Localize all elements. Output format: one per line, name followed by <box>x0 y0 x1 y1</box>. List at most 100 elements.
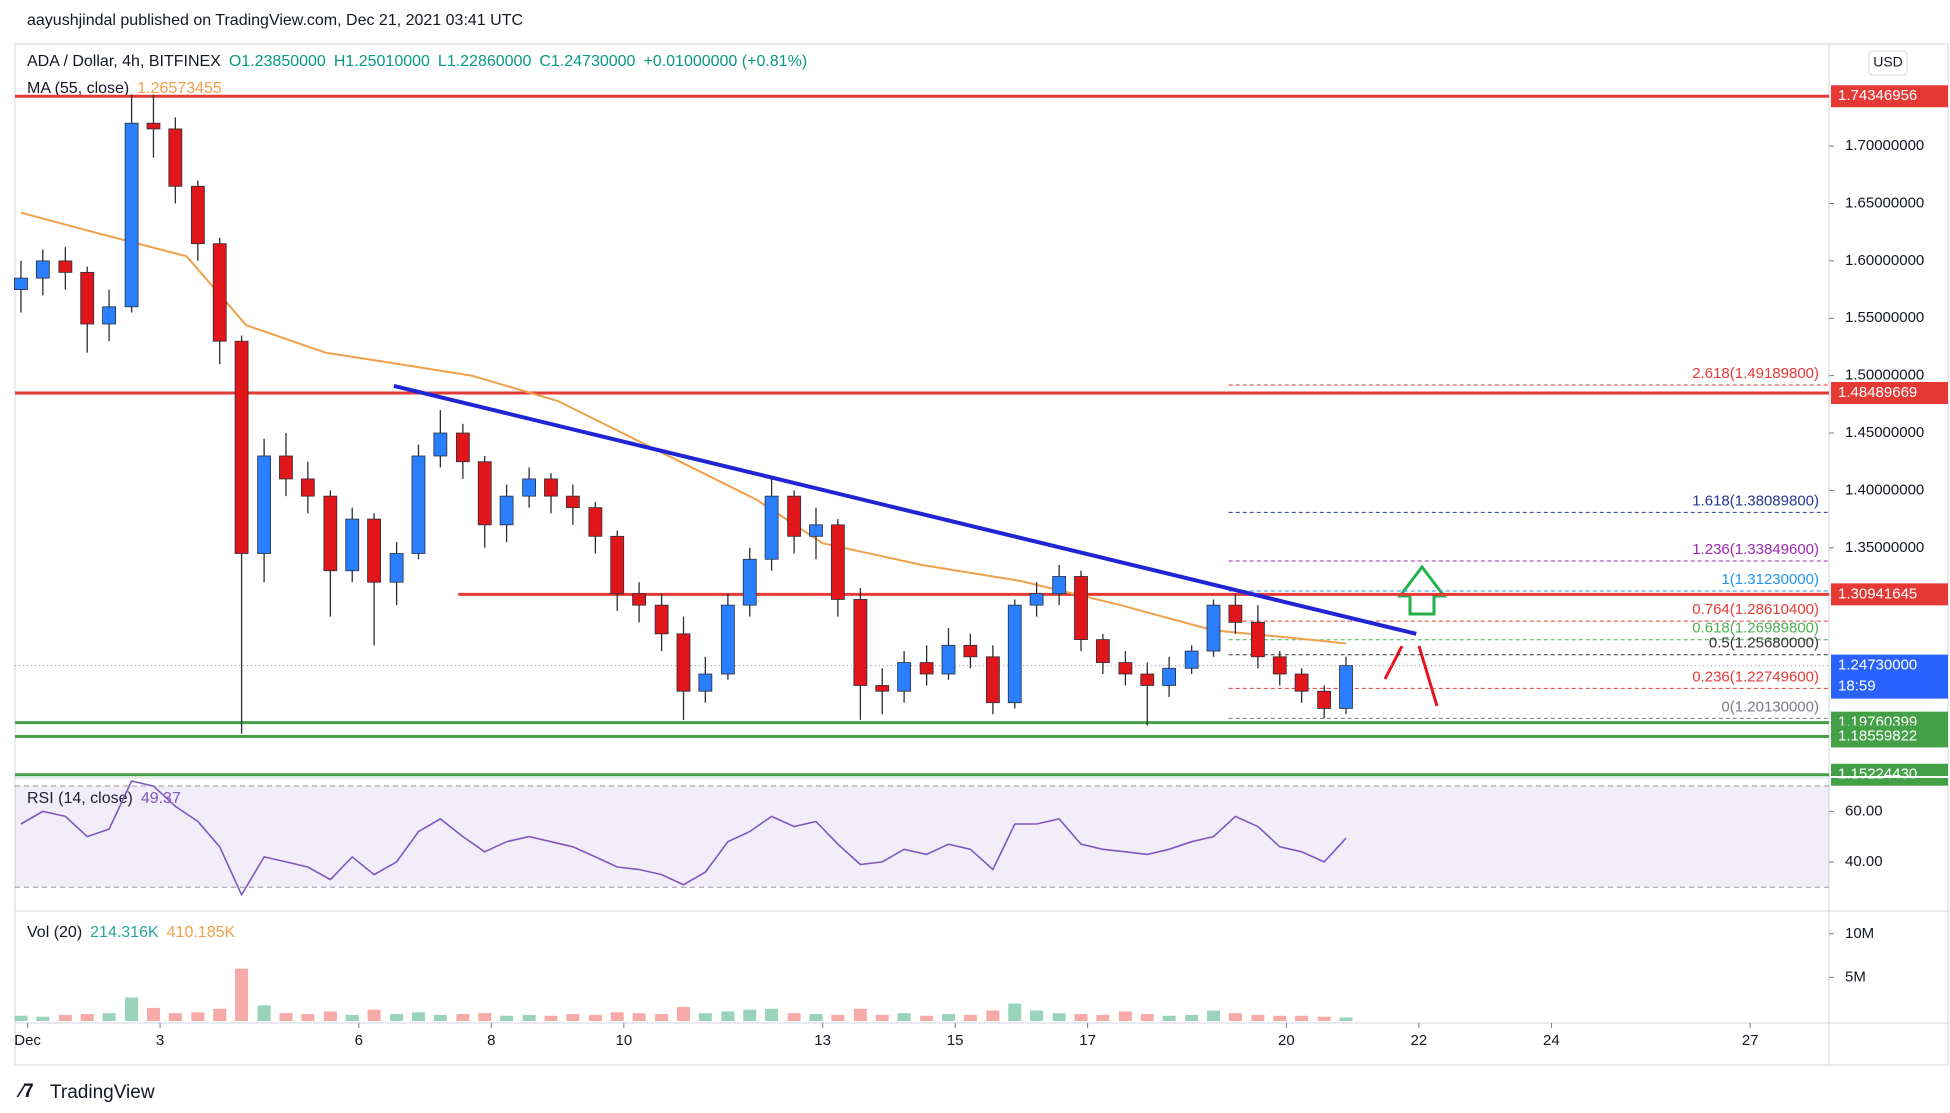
y-tick-label: 1.50000000 <box>1845 367 1924 384</box>
candle-body <box>522 478 537 497</box>
x-tick-label: 27 <box>1742 1032 1759 1049</box>
pane-mask <box>1830 776 1949 778</box>
volume-bar <box>1228 1013 1242 1021</box>
candle-body <box>1206 604 1221 652</box>
brand-logo: ⁄7 <box>16 1081 34 1102</box>
x-tick-label: 24 <box>1543 1032 1560 1049</box>
volume-bar <box>1052 1013 1066 1021</box>
candle-body <box>14 277 28 290</box>
volume-bar <box>963 1014 977 1021</box>
candle-body <box>1095 639 1110 663</box>
candle-body <box>588 507 603 537</box>
x-tick-label: 22 <box>1411 1032 1428 1049</box>
candle-body <box>544 478 558 497</box>
volume-bar <box>456 1014 470 1021</box>
candle-body <box>499 495 514 526</box>
y-tick-label: 1.45000000 <box>1845 424 1924 441</box>
volume-ma-value: 410.185K <box>166 924 236 941</box>
candle-body <box>411 455 426 554</box>
volume-bar <box>1162 1015 1176 1021</box>
rsi-band <box>15 786 1829 888</box>
candle-body <box>919 662 934 675</box>
volume-bar <box>1140 1014 1154 1021</box>
x-tick-label: 10 <box>616 1032 633 1049</box>
level-label-box <box>1831 583 1948 606</box>
volume-bar <box>1185 1014 1199 1021</box>
volume-bar <box>235 968 249 1021</box>
change: +0.01000000 (+0.81%) <box>643 53 808 70</box>
volume-tick-label: 5M <box>1845 968 1866 985</box>
level-label-box <box>1831 381 1948 404</box>
candle-body <box>455 432 470 463</box>
volume-bar <box>58 1014 72 1021</box>
volume-bar <box>301 1014 315 1021</box>
y-tick-label: 1.70000000 <box>1845 137 1924 154</box>
candle-body <box>35 260 50 279</box>
fib-label: 0(1.20130000) <box>1721 698 1819 715</box>
candle-body <box>1029 593 1044 606</box>
volume-bar <box>522 1014 536 1021</box>
volume-bar <box>146 1007 160 1021</box>
volume-bar <box>390 1014 404 1021</box>
y-tick-label: 1.65000000 <box>1845 194 1924 211</box>
x-tick-label: 13 <box>814 1032 831 1049</box>
volume-bar <box>433 1014 447 1021</box>
candle-body <box>1140 673 1155 686</box>
candle-body <box>787 495 802 537</box>
volume-legend: Vol (20) 214.316K 410.185K <box>27 924 243 942</box>
volume-bar <box>986 1010 1000 1021</box>
volume-bar <box>1118 1011 1132 1021</box>
candle-body <box>1074 576 1088 640</box>
brand: TradingView <box>50 1082 155 1103</box>
candle-body <box>875 685 890 692</box>
volume-bar <box>14 1015 28 1021</box>
x-tick-label: 3 <box>156 1032 164 1049</box>
level-label-box <box>1831 763 1948 786</box>
currency-box <box>1868 50 1908 76</box>
level-label: 1.15224430 <box>1838 766 1917 783</box>
x-tick-label: 15 <box>947 1032 964 1049</box>
candle-body <box>367 518 381 583</box>
close: C1.24730000 <box>539 53 636 70</box>
candle-body <box>742 558 757 606</box>
candle-body <box>190 185 205 245</box>
candle-body <box>720 604 735 675</box>
volume-name: Vol (20) <box>27 924 83 941</box>
volume-bar <box>743 1009 757 1021</box>
candle-body <box>1339 665 1353 709</box>
volume-bar <box>655 1014 669 1021</box>
level-label-box <box>1831 85 1948 108</box>
volume-bar <box>942 1014 956 1021</box>
candle-body <box>234 340 249 554</box>
volume-bar <box>853 1008 867 1021</box>
rsi-name: RSI (14, close) <box>27 790 133 807</box>
candle-body <box>1228 604 1243 623</box>
candle-body <box>257 455 272 554</box>
fib-label: 2.618(1.49189800) <box>1692 365 1819 382</box>
candle-body <box>345 518 360 572</box>
high: H1.25010000 <box>333 53 430 70</box>
candle-body <box>1317 690 1332 709</box>
candle-body <box>853 599 868 686</box>
volume-bar <box>213 1008 227 1021</box>
low: L1.22860000 <box>437 53 532 70</box>
x-tick-label: 6 <box>355 1032 363 1049</box>
currency: USD <box>1873 54 1903 70</box>
volume-bar <box>1251 1014 1265 1021</box>
candle-body <box>1162 667 1177 686</box>
fib-label: 1(1.31230000) <box>1721 571 1819 588</box>
x-tick-label: 20 <box>1278 1032 1295 1049</box>
rsi-tick-label: 60.00 <box>1845 802 1883 819</box>
candle-body <box>610 535 625 595</box>
volume-bar <box>610 1012 624 1021</box>
volume-bar <box>1074 1014 1088 1021</box>
volume-bar <box>721 1011 735 1021</box>
candle-body <box>1294 673 1309 692</box>
volume-bar <box>279 1013 293 1021</box>
fib-label: 0.5(1.25680000) <box>1709 635 1819 652</box>
volume-bar <box>809 1014 823 1021</box>
candle-body <box>1052 576 1067 595</box>
x-tick-label: 8 <box>487 1032 495 1049</box>
